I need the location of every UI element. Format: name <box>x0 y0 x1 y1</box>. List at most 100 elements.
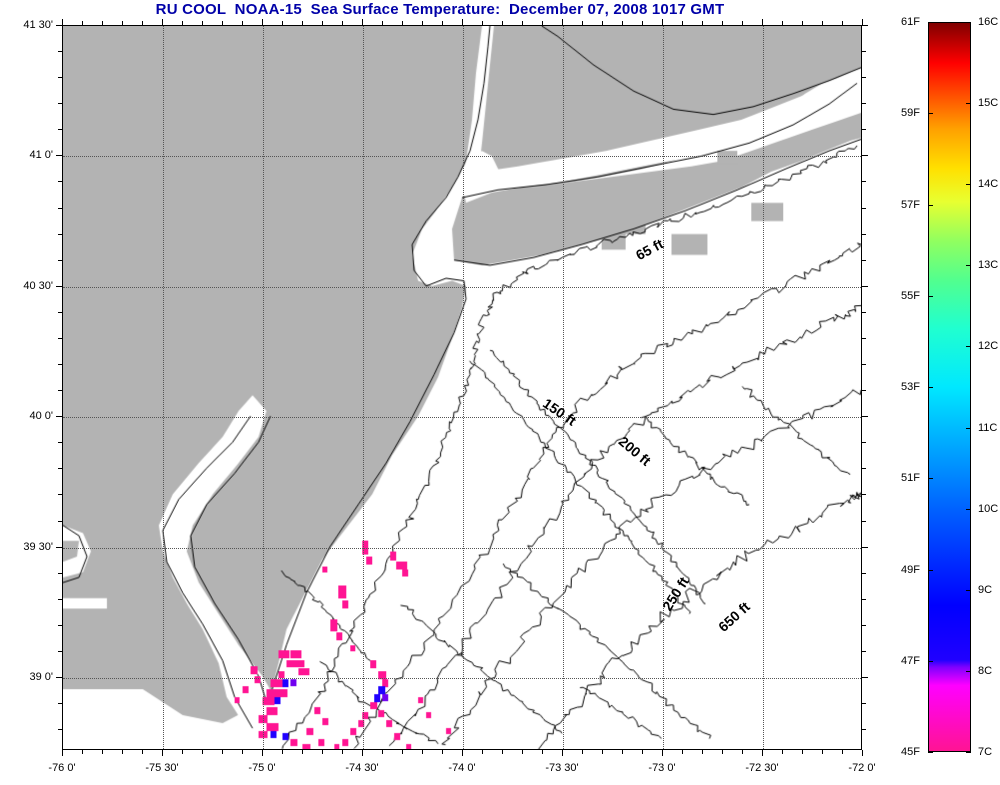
axis-tick <box>682 21 683 25</box>
x-axis-tick-label: -72 30' <box>745 762 779 774</box>
axis-tick <box>622 750 623 754</box>
colorbar-fahrenheit-label: 61F <box>901 16 920 28</box>
axis-tick <box>722 750 723 754</box>
axis-tick <box>842 750 843 754</box>
colorbar-tick-right <box>966 103 971 104</box>
colorbar-fahrenheit-label: 45F <box>901 746 920 758</box>
map-plot-area[interactable]: 65 ft 150 ft 200 ft 250 ft 650 ft <box>62 25 862 750</box>
axis-tick <box>202 750 203 754</box>
axis-tick <box>622 21 623 25</box>
colorbar-tick-left <box>928 296 933 297</box>
axis-tick <box>202 21 203 25</box>
colorbar-tick-right <box>966 22 971 23</box>
x-axis-tick-label: -74 30' <box>345 762 379 774</box>
colorbar-fahrenheit-label: 51F <box>901 472 920 485</box>
axis-tick <box>462 19 463 25</box>
axis-tick <box>56 416 62 417</box>
axis-tick <box>862 181 866 182</box>
axis-tick <box>58 468 62 469</box>
colorbar-tick-left <box>928 205 933 206</box>
axis-tick <box>482 21 483 25</box>
page-title: RU COOL NOAA-15 Sea Surface Temperature:… <box>155 1 725 18</box>
axis-tick <box>582 750 583 754</box>
sst-map-canvas[interactable] <box>63 26 861 749</box>
y-axis-tick-label: 39 30' <box>23 540 53 553</box>
axis-tick <box>58 442 62 443</box>
axis-tick <box>242 21 243 25</box>
axis-tick <box>862 677 868 678</box>
axis-tick <box>58 234 62 235</box>
y-axis-tick-label: 40 0' <box>29 410 53 423</box>
x-axis-tick-label: -74 0' <box>448 762 476 774</box>
colorbar-fahrenheit-label: 55F <box>901 289 920 302</box>
axis-tick <box>602 21 603 25</box>
colorbar-tick-right <box>966 265 971 266</box>
axis-tick <box>402 21 403 25</box>
axis-tick <box>58 651 62 652</box>
axis-tick <box>862 155 868 156</box>
axis-tick <box>56 155 62 156</box>
axis-tick <box>62 750 63 756</box>
axis-tick <box>182 21 183 25</box>
axis-tick <box>282 21 283 25</box>
axis-tick <box>782 21 783 25</box>
temperature-colorbar[interactable] <box>928 22 971 752</box>
axis-tick <box>862 573 866 574</box>
axis-tick <box>142 21 143 25</box>
axis-tick <box>122 21 123 25</box>
colorbar-tick-left <box>928 570 933 571</box>
axis-tick <box>862 260 866 261</box>
axis-tick <box>422 21 423 25</box>
axis-tick <box>142 750 143 754</box>
y-axis-tick-label: 41 30' <box>23 19 53 31</box>
axis-tick <box>362 19 363 25</box>
axis-tick <box>862 442 866 443</box>
axis-tick <box>802 750 803 754</box>
axis-tick <box>542 750 543 754</box>
axis-tick <box>442 750 443 754</box>
colorbar-fahrenheit-label: 57F <box>901 198 920 211</box>
axis-tick <box>102 21 103 25</box>
axis-tick <box>162 750 163 756</box>
axis-tick <box>182 750 183 754</box>
axis-tick <box>862 625 866 626</box>
axis-tick <box>602 750 603 754</box>
axis-tick <box>862 599 866 600</box>
y-axis-tick-label: 41 0' <box>29 149 53 162</box>
axis-tick <box>482 750 483 754</box>
axis-tick <box>502 750 503 754</box>
axis-tick <box>82 750 83 754</box>
colorbar-celsius-label: 12C <box>978 340 999 353</box>
axis-tick <box>382 750 383 754</box>
axis-tick <box>862 416 868 417</box>
axis-tick <box>56 25 62 26</box>
axis-tick <box>502 21 503 25</box>
axis-tick <box>56 677 62 678</box>
axis-tick <box>542 21 543 25</box>
colorbar-tick-right <box>966 590 971 591</box>
axis-tick <box>742 750 743 754</box>
axis-tick <box>862 521 866 522</box>
axis-tick <box>862 103 866 104</box>
axis-tick <box>562 19 563 25</box>
axis-tick <box>162 19 163 25</box>
axis-tick <box>862 750 863 756</box>
axis-tick <box>862 468 866 469</box>
colorbar-tick-right <box>966 428 971 429</box>
axis-tick <box>222 21 223 25</box>
axis-tick <box>762 19 763 25</box>
axis-tick <box>562 750 563 756</box>
colorbar-celsius-label: 16C <box>978 16 999 28</box>
colorbar-tick-right <box>966 509 971 510</box>
axis-tick <box>122 750 123 754</box>
axis-tick <box>322 21 323 25</box>
axis-tick <box>582 21 583 25</box>
colorbar-celsius-label: 8C <box>978 664 993 677</box>
colorbar-celsius-label: 11C <box>978 421 998 434</box>
axis-tick <box>58 599 62 600</box>
axis-tick <box>862 390 866 391</box>
colorbar-fahrenheit-label: 47F <box>901 654 920 667</box>
axis-tick <box>642 21 643 25</box>
axis-tick <box>242 750 243 754</box>
axis-tick <box>58 77 62 78</box>
